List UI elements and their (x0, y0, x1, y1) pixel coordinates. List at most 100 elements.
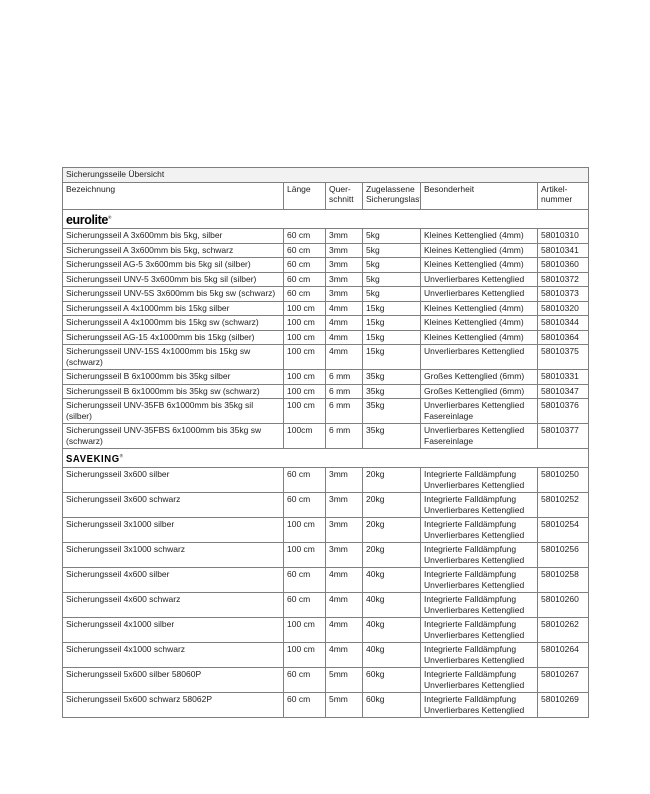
table-row: Sicherungsseil 5x600 schwarz 58062P 60 cm… (62, 692, 589, 719)
table-row: Sicherungsseil UNV-35FBS 6x1000mm bis 35… (62, 423, 589, 450)
cell-sicherungslast: 40kg (362, 642, 421, 669)
cell-besonderheit: Integrierte Falldämpfung Unverlierbares … (420, 567, 538, 594)
cell-sicherungslast: 40kg (362, 567, 421, 594)
cell-artikelnummer: 58010347 (537, 383, 589, 400)
cell-besonderheit: Integrierte Falldämpfung Unverlierbares … (420, 467, 538, 494)
cell-laenge: 100 cm (283, 642, 326, 669)
col-header-artikelnummer: Artikel- nummer (537, 181, 589, 210)
cell-bezeichnung: Sicherungsseil 3x600 schwarz (62, 492, 284, 519)
cell-bezeichnung: Sicherungsseil 4x600 schwarz (62, 592, 284, 619)
cell-artikelnummer: 58010310 (537, 228, 589, 244)
cell-bezeichnung: Sicherungsseil B 6x1000mm bis 35kg silbe… (62, 369, 284, 385)
brand-cell-eurolite: eurolite® (62, 208, 589, 230)
cell-sicherungslast: 15kg (362, 344, 421, 371)
eurolite-logo: eurolite® (66, 212, 112, 227)
table-body: eurolite® Sicherungsseil A 3x600mm bis 5k… (62, 208, 589, 719)
registered-trademark-mark: ® (119, 453, 124, 459)
cell-querschnitt: 5mm (325, 692, 363, 719)
cell-besonderheit: Integrierte Falldämpfung Unverlierbares … (420, 642, 538, 669)
cell-besonderheit: Unverlierbares Kettenglied (420, 286, 538, 302)
cell-laenge: 60 cm (283, 592, 326, 619)
cell-bezeichnung: Sicherungsseil 5x600 silber 58060P (62, 667, 284, 694)
cell-laenge: 60 cm (283, 242, 326, 259)
table-row: Sicherungsseil UNV-15S 4x1000mm bis 15kg… (62, 344, 589, 371)
cell-bezeichnung: Sicherungsseil UNV-15S 4x1000mm bis 15kg… (62, 344, 284, 371)
table-row: Sicherungsseil AG-15 4x1000mm bis 15kg (… (62, 329, 589, 346)
cell-sicherungslast: 40kg (362, 617, 421, 644)
cell-bezeichnung: Sicherungsseil B 6x1000mm bis 35kg sw (s… (62, 383, 284, 400)
cell-artikelnummer: 58010254 (537, 517, 589, 544)
cell-bezeichnung: Sicherungsseil UNV-35FBS 6x1000mm bis 35… (62, 423, 284, 450)
cell-bezeichnung: Sicherungsseil UNV-35FB 6x1000mm bis 35k… (62, 398, 284, 425)
cell-bezeichnung: Sicherungsseil 3x1000 schwarz (62, 542, 284, 569)
table-row: Sicherungsseil 4x600 silber 60 cm 4mm 40kg I… (62, 567, 589, 594)
cell-querschnitt: 3mm (325, 242, 363, 259)
col-header-laenge: Länge (283, 181, 326, 210)
cell-besonderheit: Integrierte Falldämpfung Unverlierbares … (420, 692, 538, 719)
cell-laenge: 100cm (283, 423, 326, 450)
cell-besonderheit: Integrierte Falldämpfung Unverlierbares … (420, 517, 538, 544)
cell-sicherungslast: 35kg (362, 423, 421, 450)
cell-querschnitt: 6 mm (325, 398, 363, 425)
cell-laenge: 60 cm (283, 228, 326, 244)
table-row: Sicherungsseil UNV-35FB 6x1000mm bis 35k… (62, 398, 589, 425)
cell-querschnitt: 6 mm (325, 369, 363, 385)
cell-laenge: 100 cm (283, 617, 326, 644)
table-row: Sicherungsseil 3x600 schwarz 60 cm 3mm 20kg… (62, 492, 589, 519)
table-container: Sicherungsseile Übersicht Bezeichnung Lä… (62, 167, 589, 719)
cell-querschnitt: 6 mm (325, 383, 363, 400)
col-header-querschnitt: Quer- schnitt (325, 181, 363, 210)
cell-laenge: 60 cm (283, 492, 326, 519)
saveking-logo: SAVEKING® (66, 453, 124, 466)
cell-sicherungslast: 20kg (362, 467, 421, 494)
table-row: Sicherungsseil B 6x1000mm bis 35kg silbe… (62, 369, 589, 385)
cell-sicherungslast: 35kg (362, 383, 421, 400)
cell-laenge: 60 cm (283, 286, 326, 302)
cell-laenge: 100 cm (283, 300, 326, 317)
cell-sicherungslast: 35kg (362, 398, 421, 425)
col-header-bezeichnung: Bezeichnung (62, 181, 284, 210)
table-row: Sicherungsseil B 6x1000mm bis 35kg sw (s… (62, 383, 589, 400)
cell-laenge: 100 cm (283, 398, 326, 425)
table-row: Sicherungsseil AG-5 3x600mm bis 5kg sil … (62, 257, 589, 273)
cell-querschnitt: 6 mm (325, 423, 363, 450)
table-row: Sicherungsseil 4x1000 silber 100 cm 4mm 40k… (62, 617, 589, 644)
cell-besonderheit: Großes Kettenglied (6mm) (420, 369, 538, 385)
cell-artikelnummer: 58010360 (537, 257, 589, 273)
cell-sicherungslast: 5kg (362, 271, 421, 288)
cell-querschnitt: 3mm (325, 517, 363, 544)
table-row: Sicherungsseil 4x600 schwarz 60 cm 4mm 40kg… (62, 592, 589, 619)
cell-sicherungslast: 5kg (362, 257, 421, 273)
cell-querschnitt: 3mm (325, 271, 363, 288)
cell-besonderheit: Kleines Kettenglied (4mm) (420, 300, 538, 317)
cell-sicherungslast: 40kg (362, 592, 421, 619)
cell-sicherungslast: 20kg (362, 542, 421, 569)
cell-sicherungslast: 60kg (362, 667, 421, 694)
cell-besonderheit: Kleines Kettenglied (4mm) (420, 228, 538, 244)
table-head: Sicherungsseile Übersicht Bezeichnung Lä… (62, 167, 589, 210)
cell-bezeichnung: Sicherungsseil A 3x600mm bis 5kg, schwar… (62, 242, 284, 259)
brand-row-saveking: SAVEKING® (62, 448, 589, 469)
cell-artikelnummer: 58010320 (537, 300, 589, 317)
cell-artikelnummer: 58010376 (537, 398, 589, 425)
cell-artikelnummer: 58010269 (537, 692, 589, 719)
cell-artikelnummer: 58010377 (537, 423, 589, 450)
cell-querschnitt: 4mm (325, 315, 363, 331)
table-title-row: Sicherungsseile Übersicht (62, 167, 589, 183)
cell-sicherungslast: 20kg (362, 517, 421, 544)
cell-querschnitt: 3mm (325, 257, 363, 273)
cell-laenge: 60 cm (283, 692, 326, 719)
cell-artikelnummer: 58010375 (537, 344, 589, 371)
cell-querschnitt: 3mm (325, 542, 363, 569)
table-row: Sicherungsseil A 4x1000mm bis 15kg sw (s… (62, 315, 589, 331)
cell-sicherungslast: 5kg (362, 242, 421, 259)
cell-bezeichnung: Sicherungsseil A 4x1000mm bis 15kg silbe… (62, 300, 284, 317)
cell-artikelnummer: 58010331 (537, 369, 589, 385)
cell-bezeichnung: Sicherungsseil 4x1000 schwarz (62, 642, 284, 669)
cell-bezeichnung: Sicherungsseil 3x1000 silber (62, 517, 284, 544)
cell-sicherungslast: 5kg (362, 286, 421, 302)
cell-laenge: 100 cm (283, 369, 326, 385)
cell-besonderheit: Unverlierbares Kettenglied (420, 344, 538, 371)
cell-artikelnummer: 58010373 (537, 286, 589, 302)
cell-besonderheit: Kleines Kettenglied (4mm) (420, 329, 538, 346)
